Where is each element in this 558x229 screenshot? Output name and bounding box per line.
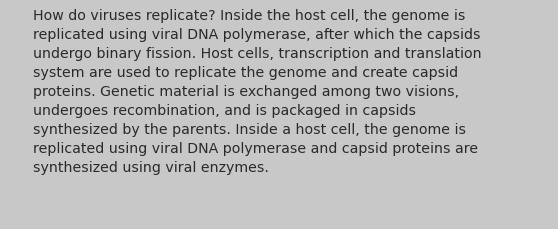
Text: How do viruses replicate? Inside the host cell, the genome is
replicated using v: How do viruses replicate? Inside the hos…	[33, 9, 482, 174]
